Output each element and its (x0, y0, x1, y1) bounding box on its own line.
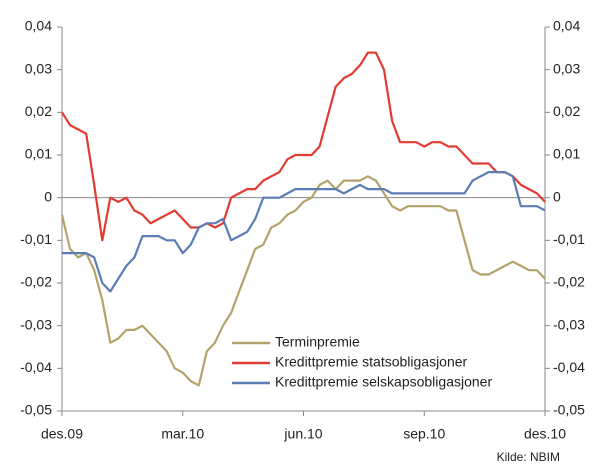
y2-tick-label: -0,03 (553, 316, 585, 332)
y2-tick-label: 0 (553, 188, 561, 204)
x-tick-label: sep.10 (403, 426, 445, 442)
legend-label: Kredittpremie selskapsobligasjoner (275, 374, 492, 390)
y-tick-label: 0,01 (25, 146, 52, 162)
y2-tick-label: -0,01 (553, 231, 585, 247)
series-line (62, 171, 546, 293)
y-tick-label: 0,04 (25, 18, 52, 34)
y2-tick-label: 0,01 (553, 146, 580, 162)
y-tick-label: -0,05 (20, 402, 52, 418)
x-tick-label: mar.10 (161, 426, 204, 442)
y-tick-label: -0,03 (20, 316, 52, 332)
source: Kilde: NBIM (497, 450, 560, 464)
y2-tick-label: 0,04 (553, 18, 580, 34)
y2-tick-label: -0,04 (553, 359, 585, 375)
y2-tick-label: 0,03 (553, 60, 580, 76)
y2-tick-label: -0,02 (553, 274, 585, 290)
y2-tick-label: 0,02 (553, 103, 580, 119)
y-tick-label: -0,04 (20, 359, 52, 375)
y-tick-label: 0,03 (25, 60, 52, 76)
y-tick-label: 0,02 (25, 103, 52, 119)
x-tick-label: jun.10 (283, 426, 322, 442)
y2-tick-label: -0,05 (553, 402, 585, 418)
x-tick-label: des.10 (524, 426, 566, 442)
legend-label: Kredittpremie statsobligasjoner (275, 354, 468, 370)
y-tick-label: -0,02 (20, 274, 52, 290)
legend-label: Terminpremie (275, 334, 360, 350)
series-line (61, 51, 546, 242)
x-tick-label: des.09 (41, 426, 83, 442)
series-line (60, 175, 546, 387)
y-tick-label: 0 (44, 188, 52, 204)
y-tick-label: -0,01 (20, 231, 52, 247)
